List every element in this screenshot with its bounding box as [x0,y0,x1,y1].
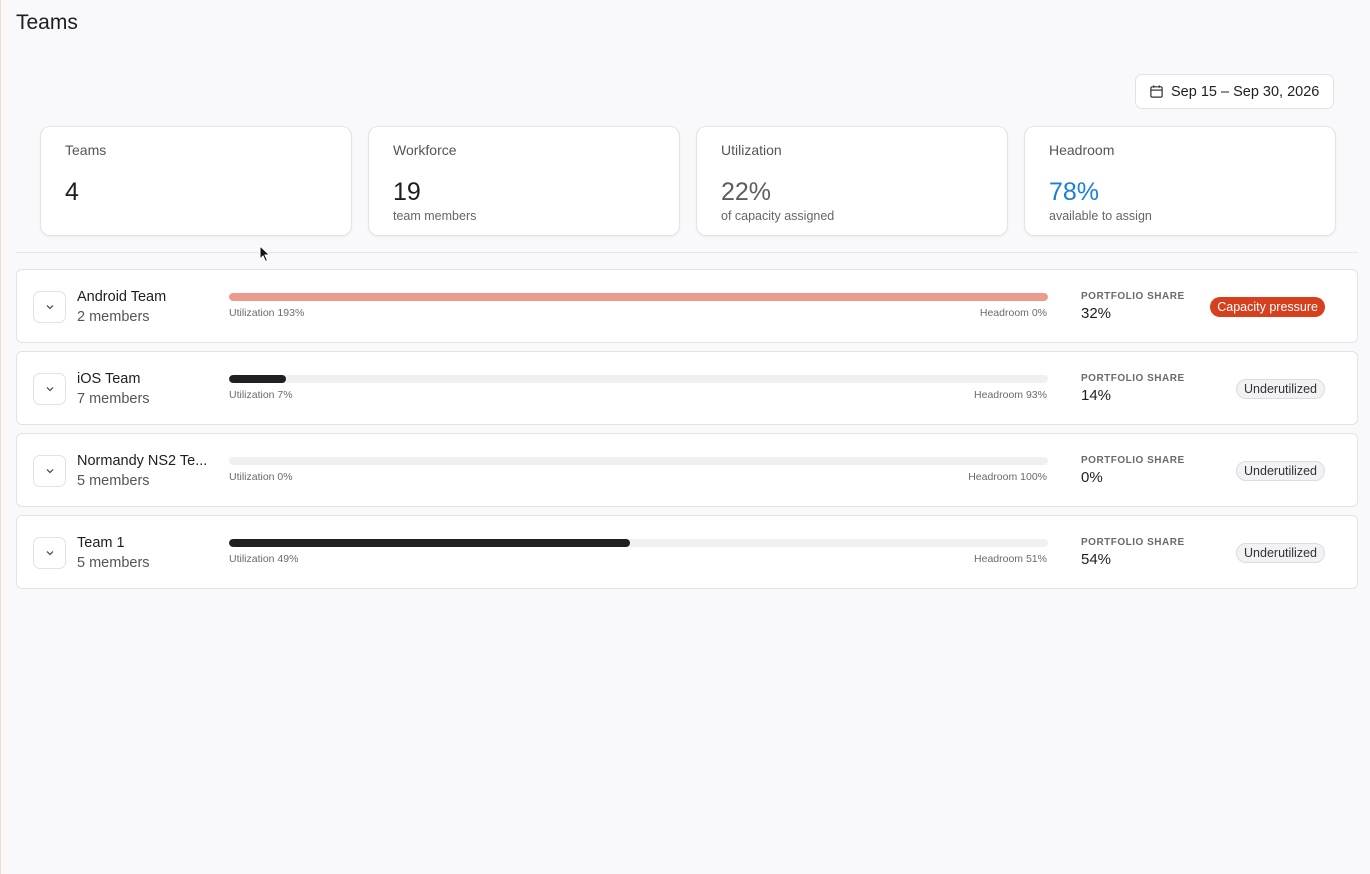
stat-label: Teams [65,142,107,158]
portfolio-share-label: PORTFOLIO SHARE [1081,455,1185,466]
headroom-label: Headroom 51% [974,553,1047,565]
stat-value: 4 [65,178,79,206]
stat-card-headroom: Headroom 78% available to assign [1024,126,1336,236]
utilization-label: Utilization 7% [229,389,293,401]
headroom-label: Headroom 93% [974,389,1047,401]
calendar-icon [1150,85,1163,98]
mouse-cursor-icon [259,245,271,263]
team-row[interactable]: Normandy NS2 Te... 5 members Utilization… [16,433,1358,507]
stat-label: Headroom [1049,142,1115,158]
team-row[interactable]: Team 1 5 members Utilization 49% Headroo… [16,515,1358,589]
utilization-bar [229,293,1048,301]
stat-card-teams: Teams 4 [40,126,352,236]
utilization-bar-fill [229,539,631,547]
portfolio-share-value: 32% [1081,305,1112,322]
team-members: 5 members [77,555,150,571]
date-range-button[interactable]: Sep 15 – Sep 30, 2026 [1135,74,1334,109]
utilization-bar-fill [229,293,1048,301]
stat-label: Workforce [393,142,457,158]
utilization-bar [229,457,1048,465]
expand-button[interactable] [33,373,66,405]
team-row[interactable]: Android Team 2 members Utilization 193% … [16,269,1358,343]
chevron-down-icon [46,305,53,310]
status-badge: Underutilized [1236,543,1325,563]
team-name: Normandy NS2 Te... [77,453,208,469]
stat-sub: of capacity assigned [721,209,835,223]
portfolio-share-label: PORTFOLIO SHARE [1081,537,1185,548]
portfolio-share-value: 54% [1081,551,1112,568]
page-title: Teams [16,11,78,34]
stats-row: Teams 4 Workforce 19 team members Utiliz… [40,126,1336,236]
team-members: 5 members [77,473,150,489]
portfolio-share-value: 0% [1081,469,1103,486]
utilization-bar-fill [229,375,287,383]
team-name: Android Team [77,289,167,305]
team-list: Android Team 2 members Utilization 193% … [16,269,1358,597]
chevron-down-icon [46,551,53,556]
chevron-down-icon [46,387,53,392]
portfolio-share-label: PORTFOLIO SHARE [1081,373,1185,384]
expand-button[interactable] [33,537,66,569]
stat-card-workforce: Workforce 19 team members [368,126,680,236]
team-name: iOS Team [77,371,141,387]
utilization-label: Utilization 193% [229,307,305,319]
stat-sub: team members [393,209,477,223]
status-badge: Underutilized [1236,461,1325,481]
stat-value: 19 [393,178,421,206]
utilization-label: Utilization 0% [229,471,293,483]
utilization-bar [229,375,1048,383]
date-range-label: Sep 15 – Sep 30, 2026 [1171,83,1320,100]
utilization-bar [229,539,1048,547]
status-badge: Underutilized [1236,379,1325,399]
team-name: Team 1 [77,535,125,551]
expand-button[interactable] [33,291,66,323]
team-members: 2 members [77,309,150,325]
divider [16,252,1358,253]
headroom-label: Headroom 100% [968,471,1047,483]
utilization-label: Utilization 49% [229,553,299,565]
status-badge: Capacity pressure [1210,297,1325,317]
stat-value: 22% [721,178,772,206]
portfolio-share-label: PORTFOLIO SHARE [1081,291,1185,302]
stat-value: 78% [1049,178,1100,206]
stat-card-utilization: Utilization 22% of capacity assigned [696,126,1008,236]
stat-label: Utilization [721,142,782,158]
stat-sub: available to assign [1049,209,1152,223]
expand-button[interactable] [33,455,66,487]
chevron-down-icon [46,469,53,474]
team-members: 7 members [77,391,150,407]
team-row[interactable]: iOS Team 7 members Utilization 7% Headro… [16,351,1358,425]
headroom-label: Headroom 0% [979,307,1047,319]
portfolio-share-value: 14% [1081,387,1112,404]
